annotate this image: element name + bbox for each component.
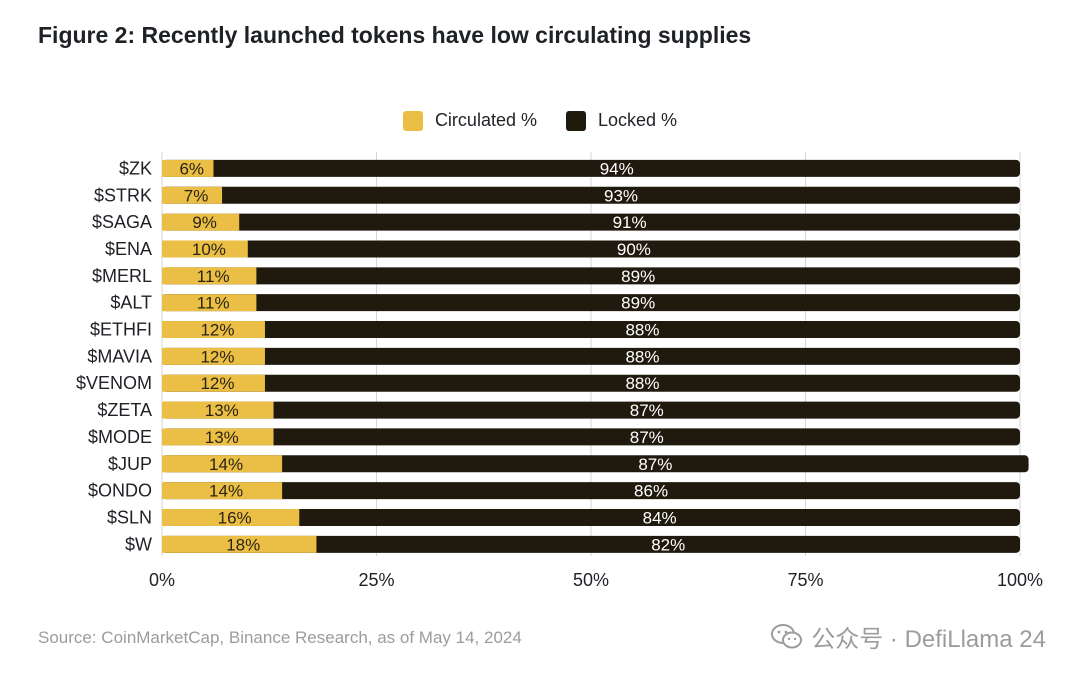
data-label-locked-13: 84% — [643, 508, 677, 527]
category-label-5: $ALT — [110, 293, 152, 313]
bar-circulated-4 — [162, 267, 257, 285]
data-label-locked-14: 82% — [651, 535, 685, 554]
bar-circulated-13 — [162, 508, 300, 526]
bar-locked-7 — [162, 347, 1020, 365]
bar-locked-9 — [162, 401, 1020, 419]
bar-circulated-7 — [162, 347, 265, 365]
data-label-locked-9: 87% — [630, 401, 664, 420]
legend-item-circulated: Circulated % — [402, 110, 537, 131]
x-tick-label-3: 75% — [787, 570, 823, 590]
x-tick-label-0: 0% — [149, 570, 175, 590]
category-label-6: $ETHFI — [90, 320, 152, 340]
bar-circulated-9 — [162, 401, 274, 419]
data-label-circulated-13: 16% — [218, 508, 252, 527]
data-label-locked-6: 88% — [625, 321, 659, 340]
bar-locked-4 — [162, 267, 1020, 285]
bar-circulated-5 — [162, 294, 257, 312]
bar-circulated-14 — [162, 535, 317, 553]
source-note: Source: CoinMarketCap, Binance Research,… — [38, 628, 522, 647]
x-tick-label-1: 25% — [358, 570, 394, 590]
data-label-locked-3: 90% — [617, 240, 651, 259]
bar-locked-2 — [162, 213, 1020, 231]
bar-locked-10 — [162, 428, 1020, 446]
bar-locked-12 — [162, 482, 1020, 500]
legend-item-locked: Locked % — [566, 110, 677, 131]
legend-swatch-circulated — [402, 110, 423, 131]
data-label-locked-8: 88% — [625, 374, 659, 393]
category-label-3: $ENA — [105, 239, 152, 259]
category-label-14: $W — [125, 534, 152, 554]
category-label-7: $MAVIA — [87, 346, 152, 366]
category-label-1: $STRK — [94, 185, 152, 205]
bar-circulated-11 — [162, 455, 283, 473]
bar-circulated-3 — [162, 240, 248, 258]
bar-locked-13 — [162, 508, 1020, 526]
bar-locked-8 — [162, 374, 1020, 392]
bar-locked-0 — [162, 159, 1020, 177]
data-label-locked-11: 87% — [638, 455, 672, 474]
bar-chart: $ZK 6% 94% $STRK 7% 93% $SAGA 9% 91% $ENA 10% 90% $M… — [76, 152, 1043, 590]
data-label-circulated-1: 7% — [184, 186, 209, 205]
data-label-circulated-7: 12% — [200, 347, 234, 366]
category-label-13: $SLN — [107, 507, 152, 527]
bar-locked-5 — [162, 294, 1020, 312]
watermark: 公众号 · DefiLlama 24 — [771, 619, 1046, 654]
data-label-circulated-11: 14% — [209, 455, 243, 474]
bar-circulated-8 — [162, 374, 265, 392]
data-label-circulated-8: 12% — [200, 374, 234, 393]
data-label-circulated-4: 11% — [197, 267, 230, 286]
data-label-circulated-2: 9% — [192, 213, 217, 232]
data-label-circulated-14: 18% — [226, 535, 260, 554]
bar-circulated-0 — [162, 159, 214, 177]
data-label-locked-5: 89% — [621, 294, 655, 313]
x-tick-label-2: 50% — [573, 570, 609, 590]
data-label-circulated-9: 13% — [205, 401, 239, 420]
bar-circulated-1 — [162, 186, 223, 204]
data-label-locked-10: 87% — [630, 428, 664, 447]
category-label-4: $MERL — [92, 266, 152, 286]
category-label-11: $JUP — [108, 454, 152, 474]
bar-circulated-10 — [162, 428, 274, 446]
category-label-12: $ONDO — [88, 481, 152, 501]
legend-label-circulated: Circulated % — [434, 110, 537, 130]
category-label-2: $SAGA — [92, 212, 152, 232]
data-label-locked-0: 94% — [600, 159, 634, 178]
data-label-locked-2: 91% — [613, 213, 647, 232]
chart-legend: Circulated % Locked % — [0, 110, 1080, 136]
category-label-10: $MODE — [88, 427, 152, 447]
data-label-circulated-0: 6% — [179, 159, 204, 178]
wechat-icon — [771, 623, 803, 648]
data-label-locked-1: 93% — [604, 186, 638, 205]
bar-locked-14 — [162, 535, 1020, 553]
data-label-circulated-10: 13% — [205, 428, 239, 447]
bar-locked-1 — [162, 186, 1020, 204]
category-label-9: $ZETA — [97, 400, 152, 420]
data-label-locked-7: 88% — [625, 347, 659, 366]
data-label-locked-12: 86% — [634, 482, 668, 501]
watermark-text: 公众号 · DefiLlama 24 — [811, 626, 1046, 653]
x-tick-label-4: 100% — [997, 570, 1043, 590]
bar-locked-6 — [162, 321, 1020, 339]
chart-title: Figure 2: Recently launched tokens have … — [38, 22, 752, 48]
legend-swatch-locked — [566, 110, 586, 131]
data-label-circulated-6: 12% — [200, 321, 234, 340]
data-label-circulated-3: 10% — [192, 240, 226, 259]
data-label-locked-4: 89% — [621, 267, 655, 286]
bar-locked-11 — [162, 455, 1029, 473]
bar-circulated-6 — [162, 321, 265, 339]
bar-circulated-12 — [162, 482, 283, 500]
bar-locked-3 — [162, 240, 1020, 258]
category-label-0: $ZK — [119, 158, 152, 178]
legend-label-locked: Locked % — [598, 110, 678, 130]
category-label-8: $VENOM — [76, 373, 152, 393]
bar-circulated-2 — [162, 213, 240, 231]
data-label-circulated-12: 14% — [209, 482, 243, 501]
data-label-circulated-5: 11% — [197, 294, 230, 313]
